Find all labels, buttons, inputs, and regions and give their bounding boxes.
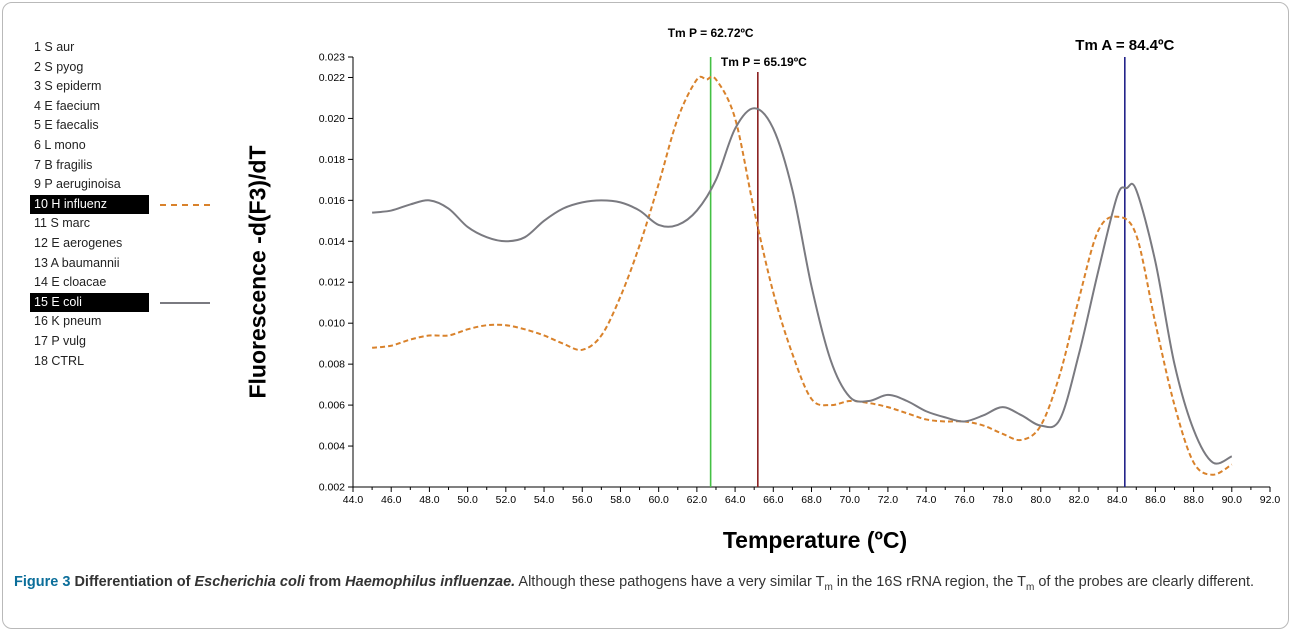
- figure-caption: Figure 3 Differentiation of Escherichia …: [14, 571, 1276, 599]
- x-tick-label: 56.0: [572, 494, 593, 506]
- caption-species-2: Haemophilus influenzae.: [345, 574, 516, 590]
- legend-item: 16 K pneum: [30, 312, 220, 332]
- legend-item-label: 14 E cloacae: [34, 275, 107, 290]
- x-tick-label: 80.0: [1031, 494, 1052, 506]
- legend-item-label: 6 L mono: [34, 137, 86, 152]
- legend-line-swatch: [160, 203, 210, 206]
- legend-item: 6 L mono: [30, 136, 220, 156]
- legend-item: 3 S epiderm: [30, 77, 220, 97]
- y-tick-label: 0.002: [319, 482, 345, 494]
- series-line: [371, 75, 1233, 476]
- legend-item: 10 H influenz: [30, 194, 220, 215]
- x-tick-label: 84.0: [1107, 494, 1128, 506]
- legend-item: 7 B fragilis: [30, 156, 220, 176]
- x-tick-label: 72.0: [878, 494, 899, 506]
- x-tick-label: 74.0: [916, 494, 937, 506]
- legend-item: 2 S pyog: [30, 58, 220, 78]
- x-tick-label: 82.0: [1069, 494, 1090, 506]
- x-tick-label: 70.0: [839, 494, 860, 506]
- legend-item: 17 P vulg: [30, 332, 220, 352]
- x-tick-label: 68.0: [801, 494, 822, 506]
- y-tick-label: 0.012: [319, 277, 345, 289]
- series-line: [371, 107, 1233, 465]
- x-tick-label: 86.0: [1145, 494, 1166, 506]
- y-tick-label: 0.014: [319, 236, 345, 248]
- legend-item-label: 17 P vulg: [34, 333, 86, 348]
- legend-item: 5 E faecalis: [30, 116, 220, 136]
- legend-item-label: 10 H influenz: [30, 194, 149, 215]
- caption-text-2: in the 16S rRNA region, the T: [832, 574, 1026, 590]
- x-tick-label: 48.0: [419, 494, 440, 506]
- legend-item-label: 16 K pneum: [34, 314, 102, 329]
- x-tick-label: 92.0: [1260, 494, 1281, 506]
- caption-species-1: Escherichia coli: [194, 574, 305, 590]
- x-tick-label: 54.0: [534, 494, 555, 506]
- y-tick-label: 0.023: [319, 52, 345, 64]
- legend-item-label: 1 S aur: [34, 40, 75, 54]
- legend-item-label: 4 E faecium: [34, 98, 101, 113]
- legend-item-label: 11 S marc: [34, 216, 91, 231]
- x-tick-label: 44.0: [343, 494, 364, 506]
- legend-item-label: 18 CTRL: [34, 353, 85, 368]
- tm-label: Tm P = 65.19ºC: [721, 55, 807, 69]
- legend-line-swatch: [160, 301, 210, 304]
- legend-item-label: 7 B fragilis: [34, 157, 93, 172]
- legend-item: 9 P aeruginoisa: [30, 175, 220, 195]
- caption-text-1: Although these pathogens have a very sim…: [518, 574, 825, 590]
- y-tick-label: 0.020: [319, 113, 345, 125]
- figure-number: Figure 3: [14, 574, 71, 590]
- x-tick-label: 66.0: [763, 494, 784, 506]
- y-tick-label: 0.016: [319, 195, 345, 207]
- legend-item: 4 E faecium: [30, 97, 220, 117]
- caption-title-pre: Differentiation of: [74, 574, 195, 590]
- y-tick-label: 0.018: [319, 154, 345, 166]
- x-tick-label: 64.0: [725, 494, 746, 506]
- y-tick-label: 0.008: [319, 359, 345, 371]
- legend-item-label: 5 E faecalis: [34, 118, 99, 133]
- legend-item-label: 3 S epiderm: [34, 79, 102, 94]
- x-tick-label: 52.0: [496, 494, 517, 506]
- legend-item-label: 13 A baumannii: [34, 255, 120, 270]
- legend-item-label: 9 P aeruginoisa: [34, 177, 121, 192]
- y-tick-label: 0.006: [319, 400, 345, 412]
- caption-sub-2: m: [1025, 581, 1035, 593]
- caption-text-3: of the probes are clearly different.: [1034, 574, 1255, 590]
- y-tick-label: 0.004: [319, 441, 345, 453]
- x-tick-label: 76.0: [954, 494, 975, 506]
- legend-item: 12 E aerogenes: [30, 234, 220, 254]
- caption-sub-1: m: [824, 581, 833, 593]
- legend-item: 14 E cloacae: [30, 273, 220, 293]
- chart-legend: 1 S aur 2 S pyog 3 S epiderm 4 E faecium 5 E…: [30, 38, 220, 371]
- x-tick-label: 88.0: [1183, 494, 1204, 506]
- tm-label: Tm A = 84.4ºC: [1075, 37, 1174, 54]
- legend-item-label: 12 E aerogenes: [34, 235, 123, 250]
- x-tick-label: 50.0: [457, 494, 478, 506]
- y-tick-label: 0.010: [319, 318, 345, 330]
- y-axis-label: Fluorescence -d(F3)/dT: [244, 145, 271, 399]
- x-tick-label: 60.0: [648, 494, 669, 506]
- legend-item: 11 S marc: [30, 214, 220, 234]
- x-tick-label: 78.0: [992, 494, 1013, 506]
- x-axis-label: Temperature (ºC): [722, 527, 908, 553]
- x-tick-label: 58.0: [610, 494, 631, 506]
- x-tick-label: 62.0: [687, 494, 708, 506]
- legend-item-label: 15 E coli: [30, 292, 149, 313]
- tm-label: Tm P = 62.72ºC: [668, 26, 754, 40]
- x-tick-label: 46.0: [381, 494, 402, 506]
- x-tick-label: 90.0: [1222, 494, 1243, 506]
- legend-item: 1 S aur: [30, 38, 220, 58]
- caption-title-mid: from: [304, 574, 346, 590]
- y-tick-label: 0.022: [319, 72, 345, 84]
- legend-item-label: 2 S pyog: [34, 59, 84, 74]
- legend-item: 13 A baumannii: [30, 254, 220, 274]
- legend-item: 18 CTRL: [30, 352, 220, 372]
- legend-item: 15 E coli: [30, 292, 220, 313]
